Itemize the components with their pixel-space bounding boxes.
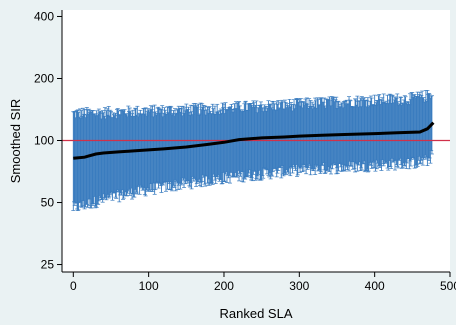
x-tick-label: 0 (70, 279, 77, 293)
y-tick-label: 100 (34, 134, 54, 148)
x-tick-label: 100 (139, 279, 159, 293)
x-axis-title: Ranked SLA (220, 306, 293, 321)
y-axis-ticks: 25 50 100 200 400 (34, 9, 62, 272)
x-axis-ticks: 0 100 200 300 400 500 (70, 272, 456, 293)
y-tick-label: 50 (41, 196, 55, 210)
y-axis-title: Smoothed SIR (8, 99, 23, 184)
y-tick-label: 200 (34, 71, 54, 85)
x-tick-label: 400 (365, 279, 385, 293)
y-tick-label: 25 (41, 258, 55, 272)
x-tick-label: 300 (289, 279, 309, 293)
y-tick-label: 400 (34, 9, 54, 23)
x-tick-label: 200 (214, 279, 234, 293)
estimate-line (73, 121, 435, 160)
x-tick-label: 500 (440, 279, 456, 293)
